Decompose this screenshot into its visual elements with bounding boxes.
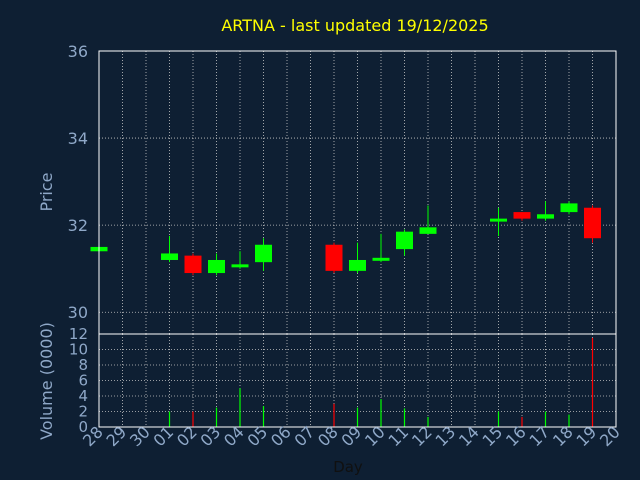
volume-axis-label: Volume (0000) — [37, 322, 56, 440]
volume-tick-label: 4 — [78, 387, 88, 405]
candle-body — [255, 244, 272, 263]
volume-plot-border — [98, 333, 617, 428]
candle-body — [372, 257, 390, 261]
volume-tick-label: 8 — [78, 356, 88, 374]
candle-body — [396, 231, 413, 250]
chart-title: ARTNA - last updated 19/12/2025 — [221, 16, 488, 35]
volume-tick-label: 10 — [69, 341, 88, 359]
x-axis-label: Day — [333, 458, 363, 476]
candle-body — [231, 264, 249, 268]
price-tick-label: 34 — [68, 129, 88, 148]
volume-tick-label: 12 — [69, 325, 88, 343]
candle-body — [161, 253, 178, 260]
volume-tick-label: 0 — [78, 418, 88, 436]
price-axis-label: Price — [37, 172, 56, 211]
price-tick-label: 36 — [68, 42, 88, 61]
candle-body — [349, 259, 366, 271]
candle-body — [208, 259, 225, 274]
candle-body — [490, 218, 507, 222]
candle-body — [560, 203, 578, 213]
candle-body — [184, 255, 202, 274]
candle-body — [584, 207, 601, 239]
volume-tick-label: 2 — [78, 403, 88, 421]
price-tick-label: 30 — [68, 303, 88, 322]
volume-tick-label: 6 — [78, 372, 88, 390]
candle-body — [513, 212, 531, 219]
candle-body — [419, 227, 437, 234]
price-tick-label: 32 — [68, 216, 88, 235]
candle-body — [537, 214, 554, 219]
price-panel: 30 32 34 36 — [68, 42, 617, 335]
x-axis: 2829300102030405060708091011121314151617… — [79, 422, 624, 450]
candle-body — [325, 244, 343, 271]
